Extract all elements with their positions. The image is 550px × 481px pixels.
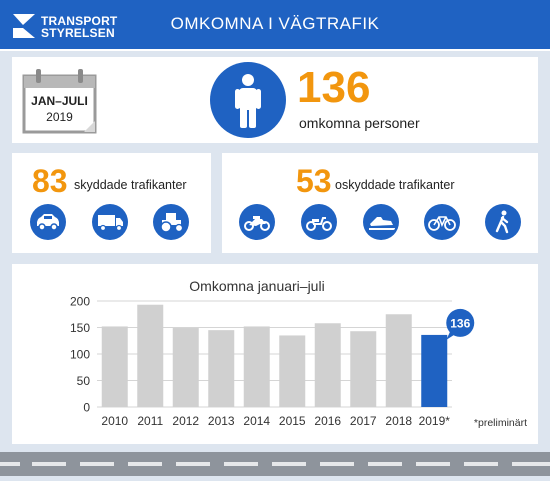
chart-title: Omkomna januari–juli xyxy=(189,278,324,294)
x-tick-label: 2016 xyxy=(314,414,341,428)
road-decoration xyxy=(0,452,550,476)
x-tick-label: 2012 xyxy=(172,414,199,428)
callout-bubble xyxy=(446,308,475,337)
x-tick-label: 2018 xyxy=(385,414,412,428)
bar-2017 xyxy=(350,331,377,407)
bar-2018 xyxy=(385,314,412,407)
x-tick-label: 2015 xyxy=(279,414,306,428)
y-axis-ticks: 0 50 100 150 200 xyxy=(70,295,90,415)
calendar-frame-icon xyxy=(22,69,97,134)
protected-road-users-card: 83 skyddade trafikanter xyxy=(12,153,211,253)
bar-2019* xyxy=(421,334,448,407)
protected-label: skyddade trafikanter xyxy=(74,178,187,192)
bar-2011 xyxy=(137,304,164,407)
bar-2012 xyxy=(172,328,199,407)
calendar-icon: JAN–JULI 2019 xyxy=(22,68,97,134)
chart-card: Omkomna januari–juli 0 50 100 150 200 2010 20… xyxy=(12,264,538,444)
y-tick-label: 150 xyxy=(70,321,90,335)
road-markings-icon xyxy=(0,462,550,466)
x-tick-label: 2017 xyxy=(350,414,377,428)
calendar-month: JAN–JULI xyxy=(31,94,88,108)
person-icon xyxy=(210,62,286,138)
moped-icon xyxy=(301,204,337,240)
callout-value: 136 xyxy=(450,316,470,330)
x-axis-ticks: 2010 2011 2012 2013 2014 2015 2016 2017 2018 2019… xyxy=(101,414,450,428)
transportstyrelsen-logo: TRANSPORT STYRELSEN xyxy=(13,12,133,40)
tractor-icon xyxy=(153,204,189,240)
x-tick-label: 2014 xyxy=(243,414,270,428)
x-tick-label: 2011 xyxy=(137,414,163,428)
x-tick-label: 2013 xyxy=(208,414,235,428)
logo-mark-icon xyxy=(13,14,35,38)
total-deaths-label: omkomna personer xyxy=(299,115,420,131)
logo-text-line1: TRANSPORT xyxy=(41,14,118,28)
unprotected-number: 53 xyxy=(296,163,332,199)
logo-text-line2: STYRELSEN xyxy=(41,26,115,40)
highlight-callout: 136 xyxy=(446,308,475,340)
page-title: OMKOMNA I VÄGTRAFIK xyxy=(160,8,390,40)
bar-2010 xyxy=(101,326,128,407)
total-deaths-number: 136 xyxy=(297,63,371,112)
summary-card: JAN–JULI 2019 136 omkomna personer xyxy=(12,57,538,143)
header-bar: TRANSPORT STYRELSEN OMKOMNA I VÄGTRAFIK xyxy=(0,0,550,51)
y-tick-label: 50 xyxy=(77,374,91,388)
y-tick-label: 100 xyxy=(70,348,90,362)
truck-icon xyxy=(92,204,128,240)
bar-2016 xyxy=(314,323,341,407)
bar-2014 xyxy=(243,326,270,407)
y-tick-label: 0 xyxy=(83,401,90,415)
bar-2013 xyxy=(208,330,235,407)
x-tick-label: 2019* xyxy=(419,414,451,428)
pedestrian-icon xyxy=(485,204,521,240)
car-icon xyxy=(30,204,66,240)
preliminary-note: *preliminärt xyxy=(474,417,527,429)
protected-number: 83 xyxy=(32,163,68,199)
unprotected-label: oskyddade trafikanter xyxy=(335,178,455,192)
y-tick-label: 200 xyxy=(70,295,90,309)
chart-bars xyxy=(101,304,448,407)
motorcycle-icon xyxy=(239,204,275,240)
x-tick-label: 2010 xyxy=(101,414,128,428)
snowmobile-icon xyxy=(363,204,399,240)
bar-2015 xyxy=(279,335,306,407)
calendar-year: 2019 xyxy=(46,110,73,124)
bicycle-icon xyxy=(424,204,460,240)
unprotected-road-users-card: 53 oskyddade trafikanter xyxy=(222,153,538,253)
